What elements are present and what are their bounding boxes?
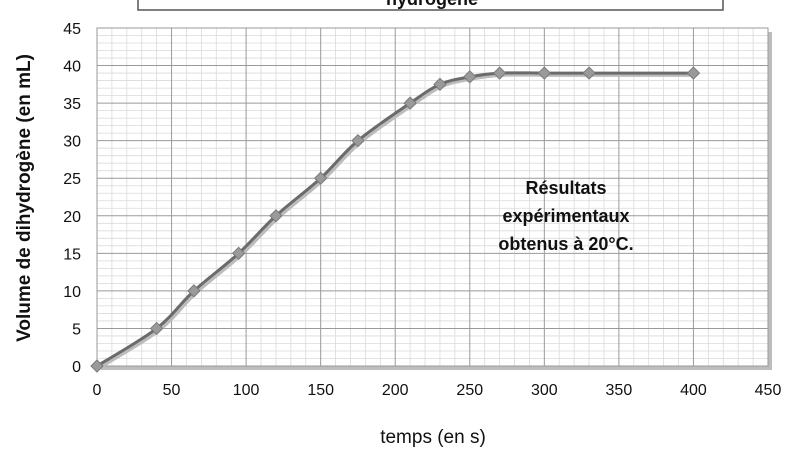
y-tick-label: 30 bbox=[63, 134, 81, 151]
y-tick-label: 5 bbox=[72, 321, 81, 338]
plot-area bbox=[97, 28, 772, 370]
y-tick-label: 25 bbox=[63, 171, 81, 188]
y-tick-label: 40 bbox=[63, 59, 81, 76]
x-tick-label: 400 bbox=[680, 382, 707, 399]
x-tick-label: 0 bbox=[93, 382, 102, 399]
x-tick-label: 200 bbox=[382, 382, 409, 399]
x-tick-label: 250 bbox=[456, 382, 483, 399]
plot-frame bbox=[97, 28, 768, 366]
annotation-line-3: obtenus à 20°C. bbox=[498, 234, 633, 254]
y-tick-label: 20 bbox=[63, 209, 81, 226]
x-tick-label: 150 bbox=[307, 382, 334, 399]
x-tick-label: 450 bbox=[755, 382, 782, 399]
x-axis-label: temps (en s) bbox=[380, 427, 486, 448]
y-tick-label: 15 bbox=[63, 246, 81, 263]
chart-title: hydrogène bbox=[386, 0, 478, 9]
y-tick-label: 45 bbox=[63, 21, 81, 38]
annotation-line-2: expérimentaux bbox=[502, 206, 629, 226]
x-tick-label: 350 bbox=[606, 382, 633, 399]
x-tick-label: 100 bbox=[233, 382, 260, 399]
annotation-line-1: Résultats bbox=[525, 178, 606, 198]
x-tick-label: 50 bbox=[163, 382, 181, 399]
y-tick-label: 10 bbox=[63, 284, 81, 301]
y-tick-label: 0 bbox=[72, 359, 81, 376]
y-tick-label: 35 bbox=[63, 96, 81, 113]
y-axis-label: Volume de dihydrogène (en mL) bbox=[14, 54, 35, 342]
x-tick-label: 300 bbox=[531, 382, 558, 399]
